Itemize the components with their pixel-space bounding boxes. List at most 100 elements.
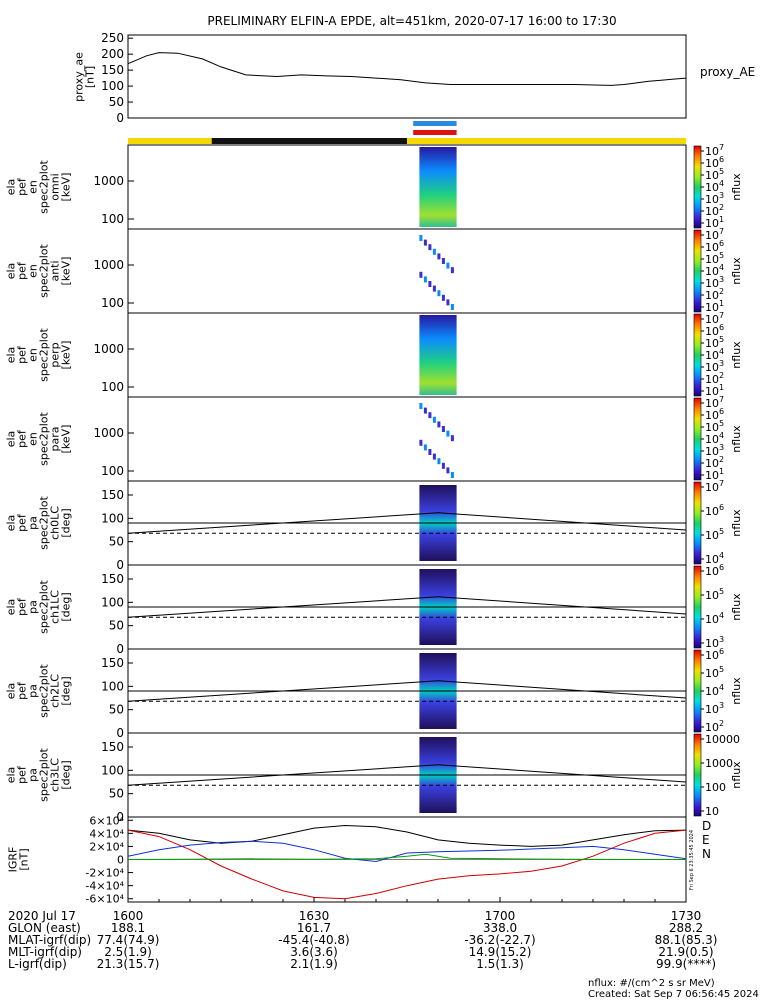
- proxy-ae-ytick-label: 150: [101, 63, 124, 77]
- proxy-ae-ytick-label: 250: [101, 31, 124, 45]
- pitch-panel-loss-cone-line: [127, 512, 687, 534]
- energy-panel-3-ylabel-3: spec2plot: [38, 412, 51, 466]
- energy-panel-1-pixel: [450, 304, 454, 310]
- xaxis-row-value: 1600: [113, 909, 144, 923]
- proxy-ae-ytick-label: 200: [101, 47, 124, 61]
- pitch-panel-ytick-label: 0: [116, 726, 124, 740]
- energy-panel-1-pixel: [437, 253, 441, 260]
- pitch-panel-1-ylabel-3: spec2plot: [38, 580, 51, 634]
- energy-panel-1-pixel: [441, 258, 445, 264]
- proxy-ae-ytick-label: 50: [109, 95, 124, 109]
- colorbar-tick-label: 104: [705, 683, 724, 698]
- xaxis-row-value: 88.1(85.3): [655, 933, 718, 947]
- energy-panel-ytick-label: 100: [101, 212, 124, 226]
- colorbar-tick-label: 100: [705, 781, 726, 794]
- pitch-panel-3-ylabel-5: [deg]: [60, 760, 73, 789]
- energy-panel-1-pixel: [432, 285, 436, 292]
- pitch-panel-loss-cone-line: [127, 596, 687, 618]
- pitch-panel-1-ylabel-2: pa: [27, 600, 40, 614]
- igrf-ytick-label: -4×10⁴: [85, 880, 124, 893]
- pitch-panel-ytick-label: 100: [101, 679, 124, 693]
- energy-panel-2-ylabel-4: perp: [49, 342, 62, 367]
- energy-panel-1-frame: [127, 228, 687, 314]
- pitch-panel-ytick-label: 0: [116, 642, 124, 656]
- energy-panel-1-ylabel-4: anti: [49, 260, 62, 281]
- energy-panel-2-ylabel-1: pef: [16, 345, 29, 364]
- colorbar-tick-label: 104: [705, 611, 724, 626]
- igrf-legend-D: D: [702, 819, 711, 833]
- energy-panel-3-pixel: [446, 430, 450, 437]
- energy-panel-2-ylabel-2: en: [27, 348, 40, 362]
- pitch-panel-ytick-label: 150: [101, 572, 124, 586]
- energy-panel-1-pixel: [419, 235, 423, 241]
- energy-panel-ytick-label: 1000: [93, 426, 124, 440]
- colorbar-tick-label: 106: [705, 503, 724, 518]
- energy-panel-0-ylabel-4: omni: [49, 173, 62, 200]
- energy-panel-2-ylabel-5: [keV]: [60, 341, 73, 370]
- pitch-panel-1-ylabel-0: ela: [5, 599, 18, 616]
- energy-panel-0-ylabel-3: spec2plot: [38, 160, 51, 214]
- energy-panel-2-ylabel-3: spec2plot: [38, 328, 51, 382]
- colorbar-tick-label: 10000: [705, 733, 740, 746]
- energy-panel-1-ylabel-1: pef: [16, 261, 29, 280]
- colorbar-tick-label: 102: [705, 719, 724, 734]
- igrf-ylabel-1: [nT]: [18, 848, 31, 870]
- energy-panel-3-pixel: [446, 467, 450, 474]
- colorbar-label: nflux: [730, 677, 743, 705]
- pitch-panel-0-ylabel-0: ela: [5, 515, 18, 532]
- xaxis-row-label: L-igrf(dip): [8, 957, 67, 971]
- colorbar-tick-label: 105: [705, 587, 724, 602]
- pitch-panel-3-ylabel-2: pa: [27, 768, 40, 782]
- xaxis-row-value: 2.5(1.9): [104, 945, 152, 959]
- energy-panel-ytick-label: 100: [101, 464, 124, 478]
- energy-panel-3-pixel: [423, 444, 427, 451]
- pitch-panel-1-ylabel-5: [deg]: [60, 592, 73, 621]
- pitch-panel-ytick-label: 150: [101, 740, 124, 754]
- pitch-panel-ytick-label: 100: [101, 511, 124, 525]
- colorbar-label: nflux: [730, 425, 743, 453]
- energy-panel-3-ylabel-1: pef: [16, 429, 29, 448]
- energy-panel-1-pixel: [423, 276, 427, 283]
- xaxis-row-label: MLT-igrf(dip): [8, 945, 82, 959]
- sunlight-bar-1: [128, 138, 212, 144]
- proxy-ae-ylabel-1: [nT]: [84, 66, 97, 88]
- colorbar-tick-label: 106: [705, 563, 724, 578]
- colorbar-tick-label: 1000: [705, 757, 733, 770]
- colorbar-tick-label: 105: [705, 527, 724, 542]
- xaxis-row-label: GLON (east): [8, 921, 81, 935]
- igrf-line-N: [127, 840, 687, 863]
- xaxis-row-value: 288.2: [669, 921, 703, 935]
- pitch-panel-2-ylabel-5: [deg]: [60, 676, 73, 705]
- energy-panel-1-pixel: [446, 299, 450, 306]
- energy-panel-1-ylabel-0: ela: [5, 263, 18, 280]
- energy-panel-3-pixel: [428, 449, 432, 455]
- proxy-ae-ytick-label: 100: [101, 79, 124, 93]
- xaxis-row-value: 77.4(74.9): [97, 933, 160, 947]
- xaxis-row-value: -45.4(-40.8): [278, 933, 349, 947]
- energy-panel-2-frame: [127, 312, 687, 398]
- pitch-panel-3-ylabel-1: pef: [16, 765, 29, 784]
- energy-panel-3-pixel: [432, 416, 436, 423]
- igrf-legend-E: E: [702, 833, 710, 847]
- science-zone-red-bar: [413, 130, 457, 135]
- energy-panel-1-pixel: [423, 239, 427, 246]
- xaxis-row-value: 2.1(1.9): [290, 957, 338, 971]
- energy-panel-3-pixel: [432, 453, 436, 460]
- xaxis-row-value: 14.9(15.2): [469, 945, 532, 959]
- xaxis-row-value: -36.2(-22.7): [464, 933, 535, 947]
- energy-panel-1-pixel: [437, 290, 441, 297]
- igrf-line-D: [127, 829, 687, 900]
- xaxis-row-value: 1730: [671, 909, 702, 923]
- colorbar-pitch-1: [693, 565, 702, 649]
- pitch-panel-1-ylabel-4: ch1LC: [49, 590, 62, 624]
- xaxis-row-value: 1700: [485, 909, 516, 923]
- pitch-panel-0-ylabel-1: pef: [16, 513, 29, 532]
- pitch-panel-3-ylabel-0: ela: [5, 767, 18, 784]
- pitch-panel-2-ylabel-4: ch2LC: [49, 674, 62, 708]
- energy-panel-3-pixel: [437, 458, 441, 465]
- proxy-ae-frame: [127, 34, 687, 119]
- colorbar-pitch-0: [693, 481, 702, 565]
- footer-created: Created: Sat Sep 7 06:56:45 2024: [588, 989, 759, 1000]
- energy-panel-2-ylabel-0: ela: [5, 347, 18, 364]
